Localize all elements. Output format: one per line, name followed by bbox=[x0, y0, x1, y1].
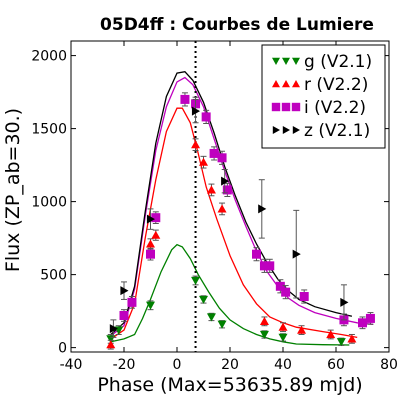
y-axis-label: Flux (ZP_ab=30.) bbox=[2, 108, 24, 272]
point-r bbox=[259, 316, 269, 325]
curve-z bbox=[110, 70, 353, 335]
point-i bbox=[209, 148, 219, 158]
point-r bbox=[297, 325, 307, 334]
point-z bbox=[120, 286, 129, 296]
point-r bbox=[106, 340, 116, 349]
legend-marker-i bbox=[281, 102, 291, 112]
y-tick-label: 1000 bbox=[31, 195, 67, 211]
point-r bbox=[347, 334, 357, 343]
y-axis-ticks: 0 500 1000 1500 2000 bbox=[31, 49, 389, 357]
legend-marker-r bbox=[292, 80, 300, 88]
x-tick-label: 0 bbox=[173, 357, 182, 373]
legend-marker-i bbox=[291, 102, 301, 112]
point-i bbox=[299, 292, 309, 302]
legend-marker-z bbox=[272, 126, 280, 134]
x-tick-label: 80 bbox=[380, 357, 398, 373]
point-i bbox=[217, 153, 227, 163]
point-i bbox=[281, 287, 291, 297]
x-axis-label: Phase (Max=53635.89 mjd) bbox=[97, 374, 362, 396]
legend-marker-z bbox=[282, 126, 290, 134]
point-r bbox=[146, 239, 155, 248]
point-i bbox=[180, 94, 190, 104]
plot-area bbox=[70, 40, 390, 353]
point-i bbox=[365, 313, 375, 323]
legend: g (V2.1) r (V2.2) i (V2.2) z (V2.1) bbox=[261, 44, 386, 149]
point-r bbox=[326, 329, 336, 339]
point-g bbox=[336, 338, 346, 347]
point-g bbox=[206, 313, 216, 322]
point-z bbox=[191, 106, 201, 116]
legend-entry: g (V2.1) bbox=[272, 52, 372, 72]
legend-marker-g bbox=[272, 57, 280, 65]
point-i bbox=[127, 297, 137, 307]
point-r bbox=[217, 204, 227, 213]
point-i bbox=[146, 249, 155, 259]
point-g bbox=[199, 295, 208, 304]
point-z bbox=[340, 297, 349, 307]
legend-entry: z (V2.1) bbox=[272, 121, 370, 141]
legend-entry: i (V2.2) bbox=[271, 98, 366, 118]
point-i bbox=[151, 213, 161, 223]
legend-label: i (V2.2) bbox=[304, 98, 366, 118]
point-z bbox=[109, 324, 118, 334]
legend-label: g (V2.1) bbox=[304, 52, 372, 72]
point-r bbox=[151, 230, 161, 239]
y-tick-label: 500 bbox=[40, 268, 67, 284]
point-z bbox=[221, 176, 230, 186]
legend-marker-g bbox=[282, 57, 290, 65]
legend-box bbox=[261, 44, 386, 149]
x-tick-label: 20 bbox=[221, 357, 239, 373]
legend-marker-r bbox=[282, 80, 290, 88]
legend-marker-i bbox=[271, 102, 281, 112]
legend-label: z (V2.1) bbox=[304, 121, 370, 141]
legend-marker-r bbox=[272, 80, 280, 88]
x-tick-label: -20 bbox=[113, 357, 136, 373]
point-i bbox=[265, 261, 275, 271]
point-z bbox=[258, 204, 267, 214]
legend-marker-g bbox=[292, 57, 300, 65]
point-g bbox=[217, 320, 227, 329]
point-g bbox=[278, 333, 288, 342]
point-i bbox=[201, 112, 211, 122]
point-r bbox=[278, 322, 288, 331]
point-i bbox=[252, 249, 261, 259]
point-r bbox=[191, 140, 201, 149]
point-g bbox=[191, 276, 201, 285]
legend-label: r (V2.2) bbox=[304, 75, 368, 95]
curve-g bbox=[110, 243, 350, 346]
point-i bbox=[275, 281, 285, 291]
point-z bbox=[292, 249, 301, 259]
point-r bbox=[199, 157, 208, 166]
x-axis-ticks: -40 -20 0 20 40 60 80 bbox=[60, 41, 398, 373]
chart-title: 05D4ff : Courbes de Lumiere bbox=[100, 15, 374, 35]
point-i bbox=[259, 261, 269, 271]
point-g bbox=[146, 301, 155, 310]
x-tick-label: -40 bbox=[60, 357, 83, 373]
point-i bbox=[222, 185, 232, 195]
y-tick-label: 2000 bbox=[31, 49, 67, 65]
point-i bbox=[358, 318, 367, 328]
point-i bbox=[119, 310, 129, 320]
legend-marker-z bbox=[292, 126, 300, 134]
y-tick-label: 0 bbox=[58, 341, 67, 357]
legend-entry: r (V2.2) bbox=[272, 75, 368, 95]
x-tick-label: 40 bbox=[274, 357, 292, 373]
point-z bbox=[146, 214, 155, 224]
y-tick-label: 1500 bbox=[31, 122, 67, 138]
x-tick-label: 60 bbox=[327, 357, 345, 373]
data-points bbox=[106, 92, 375, 350]
point-g bbox=[259, 330, 269, 339]
point-r bbox=[206, 185, 216, 194]
